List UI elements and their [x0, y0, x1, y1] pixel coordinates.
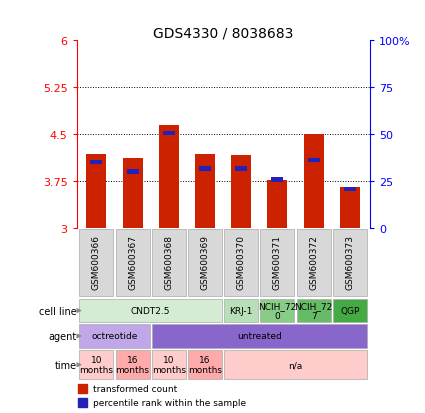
Bar	[308, 159, 320, 163]
Bar	[188, 350, 222, 380]
Text: agent: agent	[48, 331, 77, 341]
Text: untreated: untreated	[237, 332, 282, 341]
Bar	[91, 161, 102, 165]
Bar	[188, 230, 222, 297]
Title: GDS4330 / 8038683: GDS4330 / 8038683	[153, 26, 293, 40]
Bar	[86, 154, 106, 228]
Bar	[159, 126, 179, 228]
Bar	[79, 350, 113, 380]
Text: GSM600372: GSM600372	[309, 234, 318, 289]
Text: octreotide: octreotide	[91, 332, 138, 341]
Bar	[152, 230, 186, 297]
Text: NCIH_72
7: NCIH_72 7	[295, 301, 333, 320]
Bar	[272, 178, 283, 182]
Text: 16
months: 16 months	[116, 355, 150, 375]
Text: percentile rank within the sample: percentile rank within the sample	[93, 398, 246, 407]
Bar	[199, 167, 211, 171]
Bar	[344, 188, 356, 192]
Bar	[78, 384, 88, 393]
Bar	[152, 350, 186, 380]
Bar	[163, 131, 175, 135]
Text: 16
months: 16 months	[188, 355, 222, 375]
Bar	[231, 155, 251, 228]
Bar	[79, 299, 222, 323]
Bar	[333, 230, 367, 297]
Text: GSM600370: GSM600370	[237, 234, 246, 289]
Bar	[224, 230, 258, 297]
Text: transformed count: transformed count	[93, 384, 177, 393]
Bar	[304, 135, 323, 228]
Text: CNDT2.5: CNDT2.5	[131, 306, 170, 315]
Text: 10
months: 10 months	[152, 355, 186, 375]
Text: time: time	[55, 360, 77, 370]
Bar	[340, 188, 360, 228]
Text: GSM600373: GSM600373	[346, 234, 354, 289]
Bar	[152, 325, 367, 348]
Bar	[195, 154, 215, 228]
Bar	[123, 158, 142, 228]
Text: QGP: QGP	[340, 306, 360, 315]
Text: 10
months: 10 months	[79, 355, 113, 375]
Text: GSM600369: GSM600369	[201, 234, 210, 289]
Bar	[261, 299, 295, 323]
Bar	[224, 350, 367, 380]
Bar	[297, 230, 331, 297]
Bar	[79, 230, 113, 297]
Text: GSM600367: GSM600367	[128, 234, 137, 289]
Text: KRJ-1: KRJ-1	[230, 306, 253, 315]
Text: GSM600371: GSM600371	[273, 234, 282, 289]
Bar	[79, 325, 150, 348]
Bar	[235, 167, 247, 171]
Bar	[116, 230, 150, 297]
Bar	[224, 299, 258, 323]
Bar	[333, 299, 367, 323]
Bar	[297, 299, 331, 323]
Text: cell line: cell line	[39, 306, 77, 316]
Bar	[78, 398, 88, 407]
Text: n/a: n/a	[289, 361, 303, 369]
Bar	[267, 180, 287, 228]
Text: GSM600366: GSM600366	[92, 234, 101, 289]
Bar	[116, 350, 150, 380]
Bar	[127, 170, 139, 174]
Bar	[261, 230, 295, 297]
Text: NCIH_72
0: NCIH_72 0	[258, 301, 297, 320]
Text: GSM600368: GSM600368	[164, 234, 173, 289]
